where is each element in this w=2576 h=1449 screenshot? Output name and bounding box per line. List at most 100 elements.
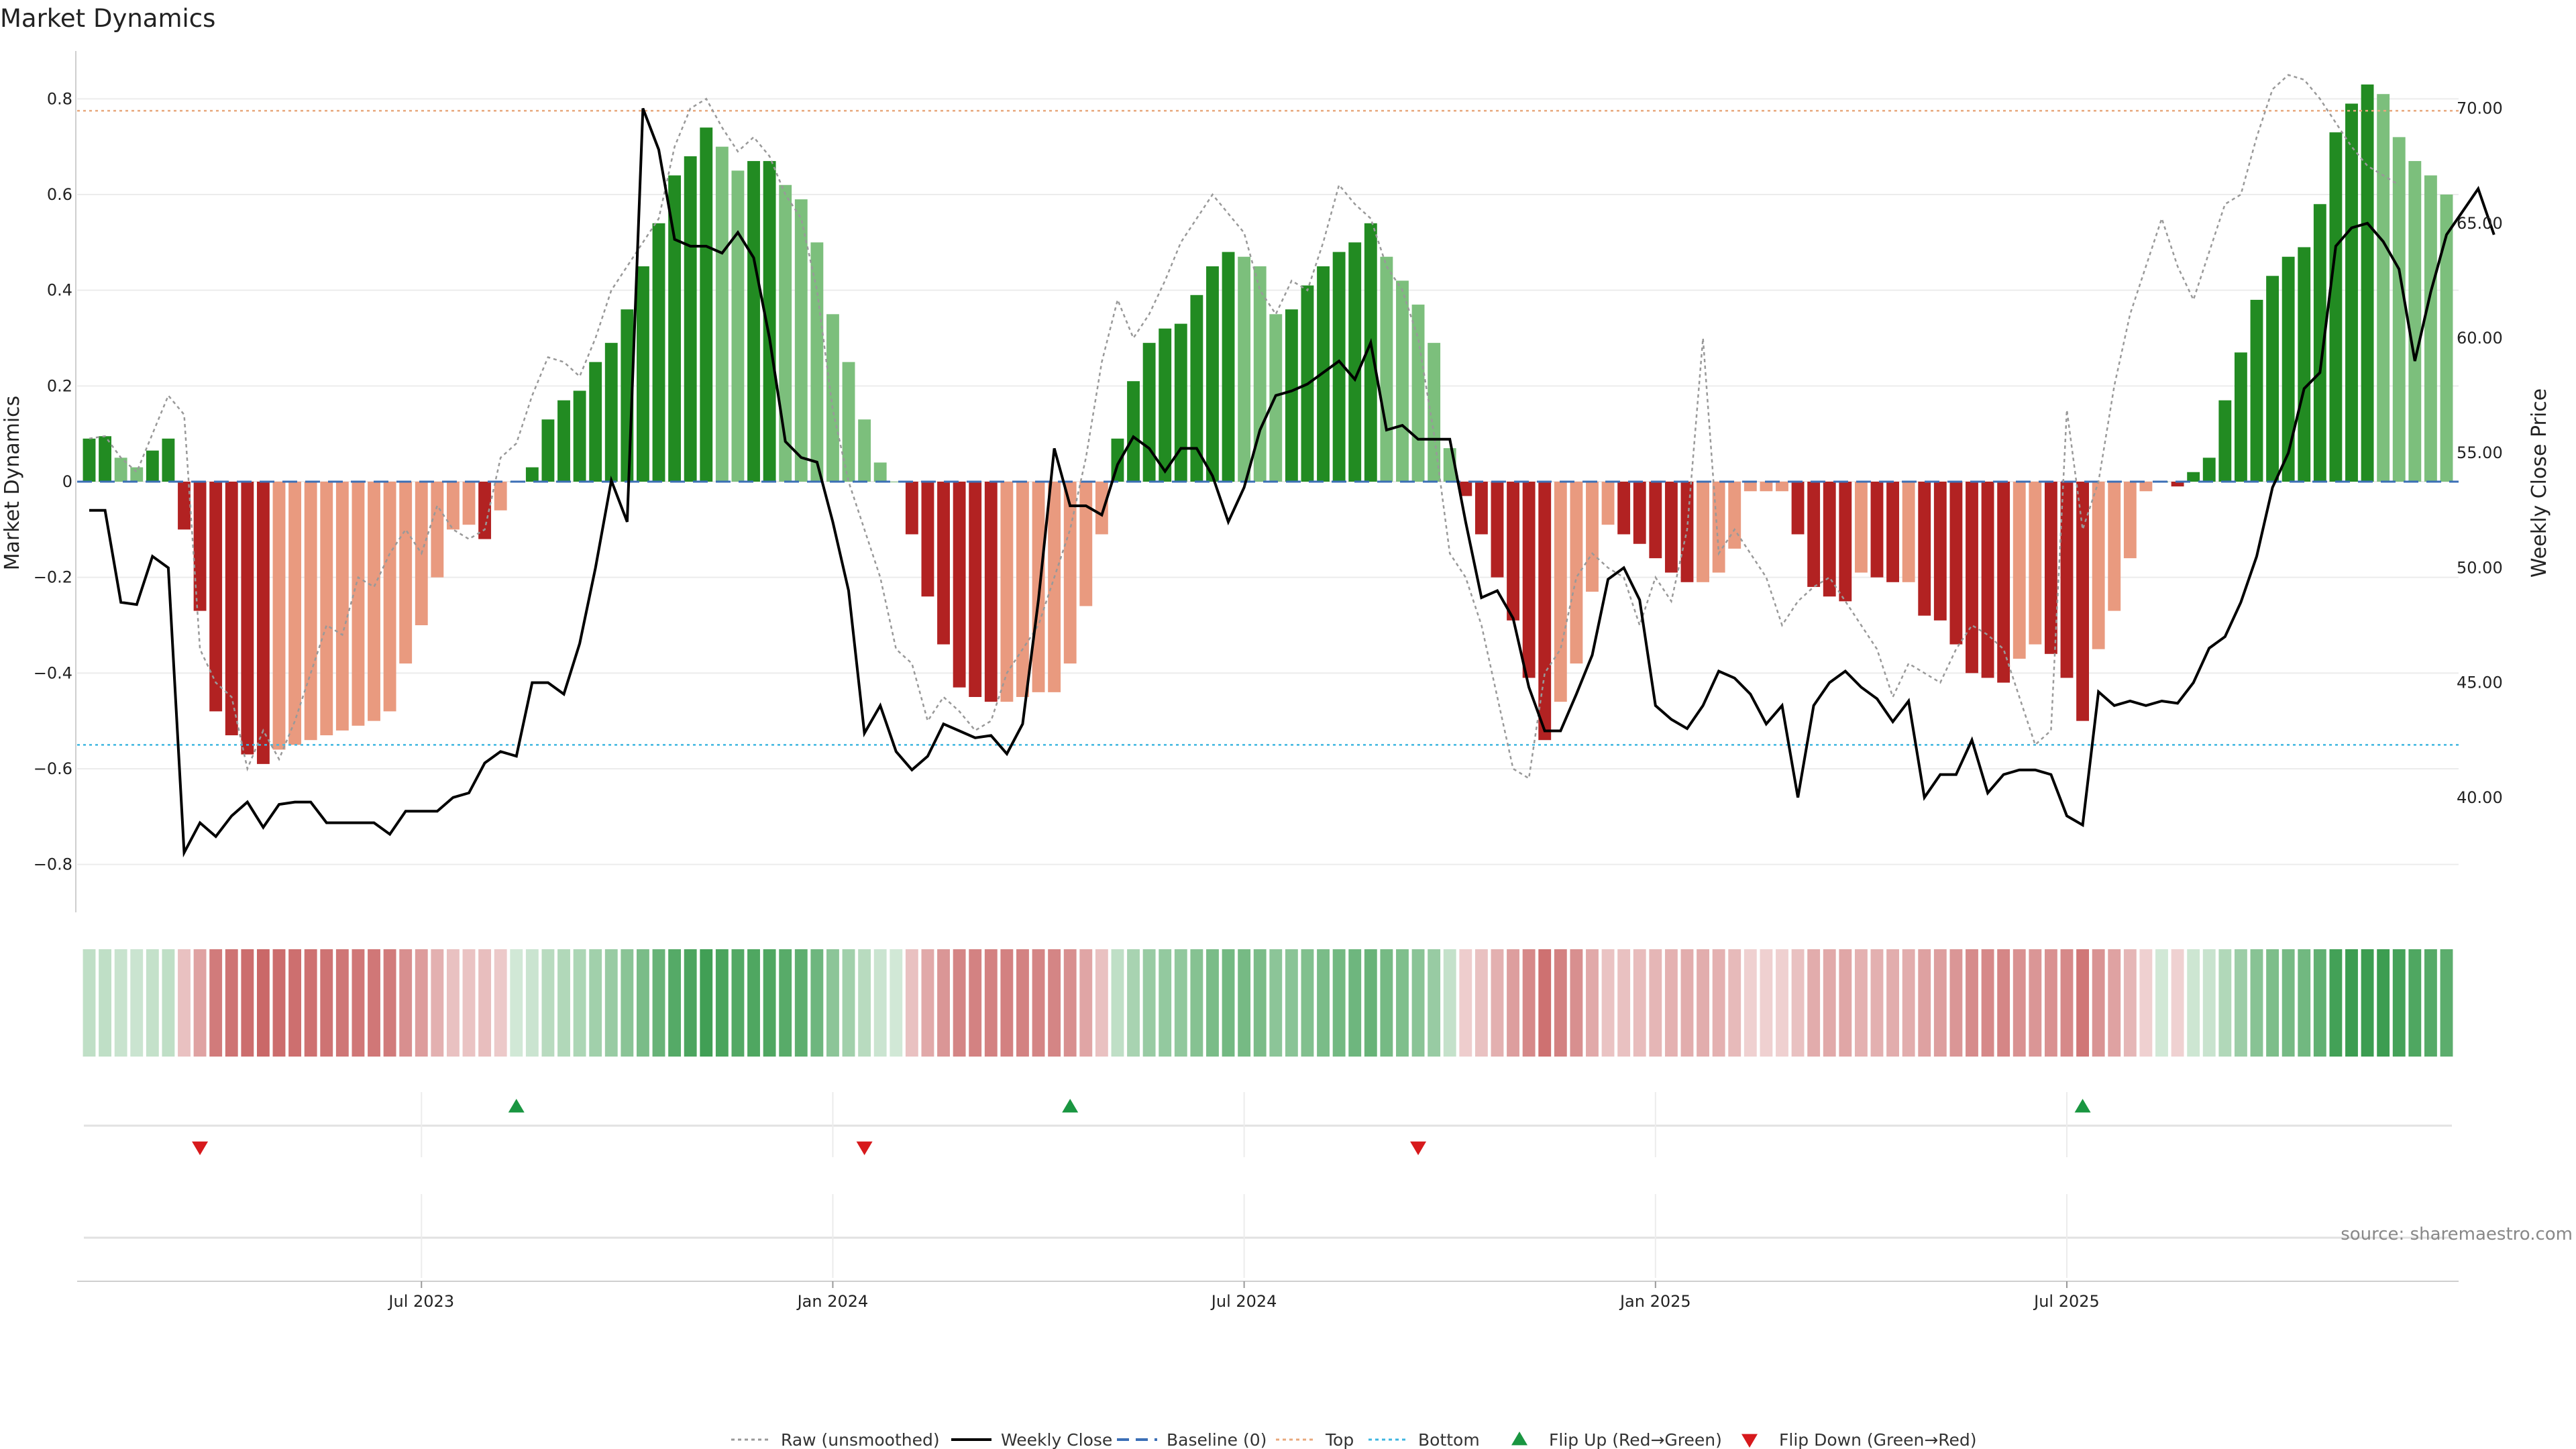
momentum-bar — [1238, 256, 1251, 482]
momentum-bar — [715, 146, 729, 482]
y-right-tick-label: 70.00 — [2457, 99, 2503, 118]
heat-cell — [1918, 949, 1931, 1057]
heat-cell — [984, 949, 998, 1057]
momentum-bar — [953, 482, 966, 688]
heat-cell — [1063, 949, 1077, 1057]
momentum-bar — [2076, 482, 2090, 721]
momentum-bar — [2361, 84, 2374, 482]
momentum-bar — [383, 482, 396, 712]
heat-cell — [2361, 949, 2374, 1057]
heat-cell — [1301, 949, 1314, 1057]
heat-cell — [1601, 949, 1615, 1057]
momentum-bar — [1807, 482, 1821, 587]
heat-cell — [826, 949, 839, 1057]
flip_down-legend-label: Flip Down (Green→Red) — [1779, 1430, 1977, 1449]
momentum-bar — [272, 482, 286, 750]
heat-cell — [794, 949, 808, 1057]
heat-cell — [241, 949, 254, 1057]
heat-cell — [2440, 949, 2453, 1057]
momentum-bar — [1538, 482, 1552, 741]
heat-cell — [1712, 949, 1725, 1057]
momentum-bar — [1000, 482, 1014, 702]
momentum-bar — [478, 482, 492, 539]
momentum-bar — [368, 482, 380, 721]
heat-cell — [2139, 949, 2153, 1057]
heat-cell — [494, 949, 507, 1057]
heat-cell — [1997, 949, 2010, 1057]
heat-cell — [2012, 949, 2026, 1057]
heat-cell — [415, 949, 428, 1057]
momentum-bar — [446, 482, 460, 530]
heat-cell — [320, 949, 333, 1057]
heat-cell — [1079, 949, 1093, 1057]
heat-cell — [779, 949, 792, 1057]
momentum-bar — [1159, 328, 1172, 482]
momentum-bar — [2298, 247, 2311, 482]
momentum-bar — [99, 436, 112, 482]
momentum-bar — [1380, 256, 1393, 482]
heat-cell — [1791, 949, 1805, 1057]
heat-cell — [2060, 949, 2074, 1057]
heat-cell — [352, 949, 365, 1057]
momentum-bar — [1222, 252, 1235, 482]
momentum-bar — [1633, 482, 1646, 544]
heat-cell — [763, 949, 776, 1057]
momentum-bar — [1997, 482, 2010, 683]
heat-cell — [700, 949, 713, 1057]
heat-cell — [1364, 949, 1377, 1057]
momentum-bar — [2266, 276, 2279, 482]
momentum-bar — [1348, 242, 1362, 482]
heat-cell — [2266, 949, 2279, 1057]
momentum-bar — [1586, 482, 1599, 592]
heat-cell — [1380, 949, 1393, 1057]
heat-cell — [1854, 949, 1868, 1057]
momentum-bar — [810, 242, 824, 482]
momentum-bar — [193, 482, 207, 611]
heat-cell — [1728, 949, 1741, 1057]
y-right-tick-label: 55.00 — [2457, 443, 2503, 462]
momentum-bar — [2218, 400, 2232, 482]
heat-cell — [383, 949, 396, 1057]
momentum-bar — [937, 482, 950, 645]
heat-cell — [1522, 949, 1536, 1057]
heat-cell — [557, 949, 570, 1057]
flip-up-marker — [2074, 1099, 2091, 1113]
momentum-bar — [1411, 305, 1425, 482]
momentum-bar — [1507, 482, 1519, 621]
momentum-bar — [335, 482, 349, 731]
momentum-bar — [668, 175, 682, 482]
momentum-bar — [779, 184, 792, 482]
flip-down-marker — [856, 1141, 873, 1155]
heat-cell — [1317, 949, 1330, 1057]
momentum-bar — [1728, 482, 1741, 549]
momentum-bar — [2329, 132, 2343, 482]
heat-cell — [1285, 949, 1298, 1057]
momentum-bar — [969, 482, 982, 697]
heat-cell — [1507, 949, 1519, 1057]
heat-cell — [1269, 949, 1283, 1057]
close-legend-label: Weekly Close — [1001, 1430, 1112, 1449]
raw-series-line — [89, 74, 2400, 780]
momentum-bar — [700, 127, 713, 482]
y-right-tick-label: 50.00 — [2457, 558, 2503, 577]
flip-down-marker — [192, 1141, 209, 1155]
heat-cell — [1016, 949, 1029, 1057]
momentum-bar — [541, 419, 555, 482]
heat-cell — [2408, 949, 2422, 1057]
momentum-bar — [2029, 482, 2042, 645]
momentum-bar — [2377, 94, 2390, 482]
heat-cell — [2250, 949, 2263, 1057]
y-left-tick-label: −0.8 — [34, 855, 72, 874]
heat-cell — [1459, 949, 1472, 1057]
momentum-bar — [1459, 482, 1472, 496]
momentum-bar — [1016, 482, 1029, 697]
heat-cell — [2313, 949, 2326, 1057]
heat-cell — [2377, 949, 2390, 1057]
heat-cell — [2329, 949, 2343, 1057]
heat-cell — [368, 949, 380, 1057]
heat-cell — [1222, 949, 1235, 1057]
momentum-bar — [2282, 256, 2295, 482]
heat-cell — [1253, 949, 1267, 1057]
heat-cell — [431, 949, 444, 1057]
y-axis-left-title: Market Dynamics — [1, 396, 24, 571]
